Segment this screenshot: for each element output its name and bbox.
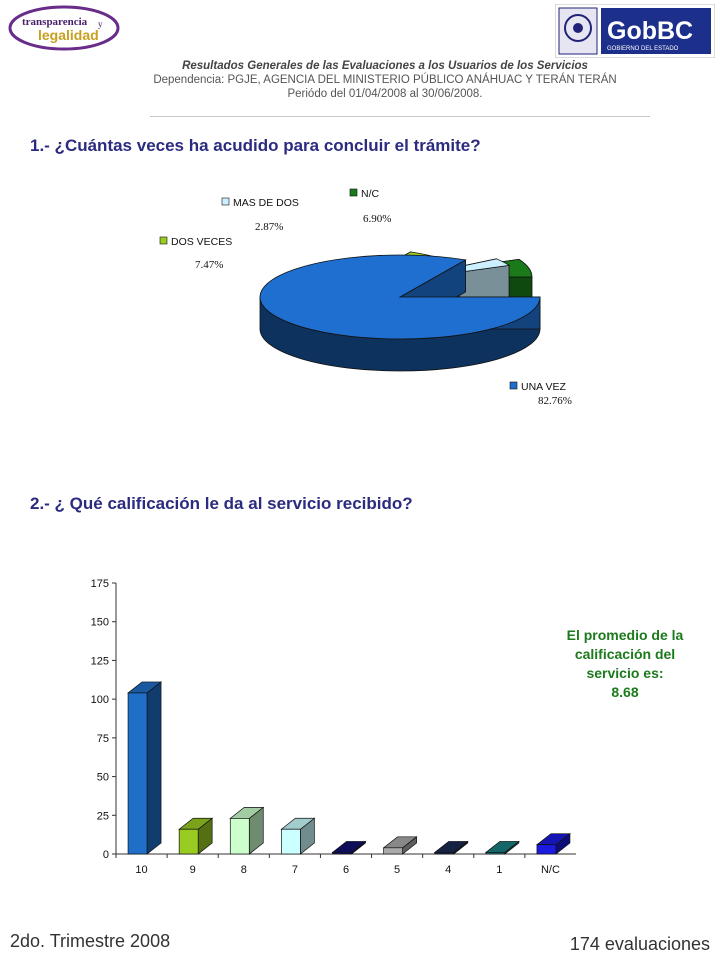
pie-percent-label: 7.47%: [195, 259, 223, 271]
period-text: Periódo del 01/04/2008 al 30/06/2008.: [287, 88, 483, 100]
average-score-box: El promedio de la calificación del servi…: [555, 626, 695, 702]
report-title: Resultados Generales de las Evaluaciones…: [182, 60, 588, 72]
footer-evaluation-count: 174 evaluaciones: [569, 934, 710, 954]
bar-chart: 0 25 50 75 100 125 150 175 10 9 8 7 6 5 4 1 N/C: [91, 578, 576, 876]
question-2-title: 2.- ¿ Qué calificación le da al servicio…: [30, 494, 413, 513]
bar-8: [229, 818, 250, 855]
bar-6: [332, 852, 352, 855]
logo-left-line2: legalidad: [38, 27, 99, 43]
pie-percent-label: 6.90%: [363, 213, 391, 225]
logo-left-line1: transparencia: [22, 16, 88, 28]
pie-legend-swatch: [159, 236, 168, 245]
pie-label-una-vez: UNA VEZ: [521, 381, 567, 393]
question-1-title: 1.- ¿Cuántas veces ha acudido para concl…: [30, 136, 481, 155]
bar-n-c: [536, 844, 557, 855]
x-tick-label: 7: [292, 864, 298, 876]
bar-1: [485, 852, 506, 855]
pie-percent-label: 2.87%: [255, 221, 283, 233]
x-tick-label: 6: [343, 864, 349, 876]
pie-label-mas-de-dos: MAS DE DOS: [233, 197, 299, 209]
footer-quarter: 2do. Trimestre 2008: [10, 931, 171, 951]
y-tick-label: 175: [91, 578, 109, 590]
pie-legend-swatch: [221, 197, 230, 206]
header-divider: [150, 116, 650, 117]
average-value: 8.68: [611, 684, 639, 700]
logo-right-name: GobBC: [607, 17, 693, 45]
pie-percent-label: 82.76%: [538, 395, 572, 407]
y-tick-label: 50: [97, 772, 109, 784]
pie-slice-una-vez: [259, 254, 541, 340]
y-tick-label: 125: [91, 655, 109, 667]
y-tick-label: 25: [97, 810, 109, 822]
y-tick-label: 75: [97, 733, 109, 745]
y-tick-label: 150: [91, 617, 109, 629]
logo-left-connector: y: [98, 19, 103, 29]
x-tick-label: 1: [496, 864, 502, 876]
pie-label-n-c: N/C: [361, 188, 380, 200]
pie-label-dos-veces: DOS VECES: [171, 236, 232, 248]
x-tick-label: N/C: [541, 864, 560, 876]
bar-4: [434, 852, 455, 855]
pie-legend-swatch: [349, 188, 358, 197]
dependency-text: Dependencia: PGJE, AGENCIA DEL MINISTERI…: [153, 74, 617, 86]
transparencia-legalidad-logo: transparencia y legalidad: [8, 4, 120, 52]
average-label: El promedio de la calificación del servi…: [566, 627, 684, 681]
x-tick-label: 9: [190, 864, 196, 876]
bar-side: [146, 681, 162, 855]
pie-legend-swatch: [509, 381, 518, 390]
y-tick-label: 100: [91, 694, 109, 706]
x-tick-label: 4: [445, 864, 451, 876]
x-tick-label: 10: [135, 864, 147, 876]
bar-10: [127, 692, 148, 855]
pie-chart: UNA VEZ 82.76% DOS VECES 7.47% MAS DE DOS 2.8…: [159, 188, 572, 407]
x-tick-label: 5: [394, 864, 400, 876]
x-tick-label: 8: [241, 864, 247, 876]
bar-5: [383, 847, 403, 855]
bar-9: [178, 828, 199, 855]
logo-right-sub: GOBIERNO DEL ESTADO: [607, 46, 679, 52]
gobbc-logo: GobBC GOBIERNO DEL ESTADO: [554, 3, 716, 59]
bar-7: [281, 828, 301, 855]
y-tick-label: 0: [103, 849, 109, 861]
